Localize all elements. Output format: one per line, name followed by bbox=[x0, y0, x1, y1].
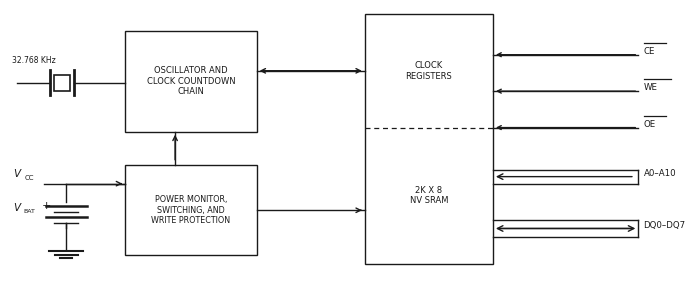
Text: +: + bbox=[41, 200, 51, 210]
Bar bbox=[125, 165, 257, 255]
Text: POWER MONITOR,
SWITCHING, AND
WRITE PROTECTION: POWER MONITOR, SWITCHING, AND WRITE PROT… bbox=[152, 195, 230, 225]
Text: OE: OE bbox=[644, 120, 656, 129]
Text: DQ0–DQ7: DQ0–DQ7 bbox=[644, 221, 686, 230]
Text: A0–A10: A0–A10 bbox=[644, 169, 676, 178]
Bar bbox=[364, 14, 493, 263]
Text: BAT: BAT bbox=[23, 209, 36, 214]
Text: OSCILLATOR AND
CLOCK COUNTDOWN
CHAIN: OSCILLATOR AND CLOCK COUNTDOWN CHAIN bbox=[147, 66, 235, 96]
Text: CLOCK
REGISTERS: CLOCK REGISTERS bbox=[406, 61, 452, 81]
Text: V: V bbox=[14, 169, 21, 179]
Text: 2K X 8
NV SRAM: 2K X 8 NV SRAM bbox=[410, 186, 448, 205]
Text: V: V bbox=[14, 203, 21, 213]
Text: CE: CE bbox=[644, 47, 655, 56]
Bar bbox=[54, 75, 70, 91]
Text: WE: WE bbox=[644, 83, 657, 92]
Bar bbox=[125, 31, 257, 132]
Text: 32.768 KHz: 32.768 KHz bbox=[12, 56, 56, 65]
Text: CC: CC bbox=[24, 175, 34, 181]
